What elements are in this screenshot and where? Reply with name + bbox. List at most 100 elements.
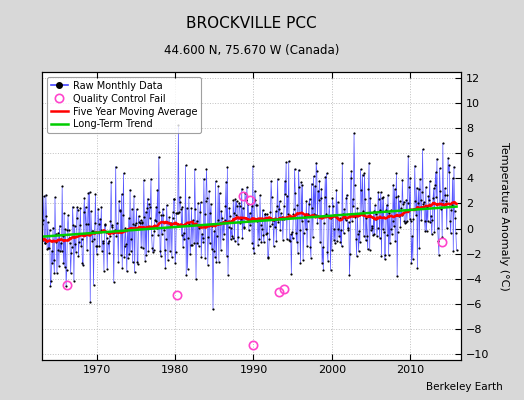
Point [125,251,134,258]
Point [366,195,375,201]
Point [79,262,88,268]
Point [152,204,160,210]
Point [247,203,256,209]
Point [315,177,324,184]
Point [260,211,269,217]
Legend: Raw Monthly Data, Quality Control Fail, Five Year Moving Average, Long-Term Tren: Raw Monthly Data, Quality Control Fail, … [47,77,201,133]
Point [417,197,425,204]
Point [147,232,156,238]
Point [101,222,110,228]
Point [96,227,105,233]
Point [156,248,165,254]
Point [279,236,287,243]
Point [383,232,391,239]
Point [152,225,161,231]
Point [72,215,81,221]
Point [234,241,242,248]
Point [440,202,449,208]
Point [426,219,434,225]
Point [77,205,85,212]
Point [80,209,88,216]
Point [253,218,261,224]
Point [445,162,454,168]
Point [431,182,439,188]
Point [127,236,136,242]
Point [75,239,83,245]
Point [116,207,125,213]
Point [48,259,57,266]
Point [92,243,100,250]
Point [397,205,405,212]
Point [261,211,269,217]
Point [165,214,173,220]
Point [177,206,185,213]
Point [365,160,373,166]
Point [65,234,73,241]
Point [77,243,85,250]
Point [211,178,220,184]
Point [73,204,81,210]
Point [72,249,80,255]
Point [261,230,270,237]
Point [403,218,411,224]
Point [171,248,180,255]
Point [57,240,65,246]
Point [386,225,395,232]
Point [147,176,155,182]
Point [276,227,285,233]
Point [95,243,104,250]
Point [173,210,181,216]
Point [271,208,280,214]
Point [250,188,259,194]
Text: Berkeley Earth: Berkeley Earth [427,382,503,392]
Point [409,216,418,222]
Point [144,195,152,202]
Point [402,197,410,203]
Point [89,227,97,234]
Point [430,229,439,236]
Point [146,204,155,210]
Point [271,224,279,230]
Point [399,198,408,205]
Point [135,218,144,225]
Point [196,199,205,206]
Point [129,221,137,227]
Point [148,245,157,252]
Point [93,243,102,249]
Point [414,186,423,192]
Point [353,205,362,212]
Point [187,205,195,211]
Point [115,208,124,214]
Point [86,208,95,215]
Point [96,216,104,222]
Point [158,231,166,237]
Point [125,215,133,221]
Point [327,215,335,221]
Point [258,226,266,232]
Point [124,255,132,262]
Point [420,199,428,206]
Point [278,214,287,220]
Point [378,226,387,232]
Point [284,211,292,217]
Point [123,268,131,274]
Point [67,250,75,257]
Point [444,168,453,175]
Point [449,248,457,254]
Point [332,187,341,194]
Point [282,159,290,166]
Point [110,279,118,285]
Point [277,210,285,217]
Point [197,254,205,260]
Point [379,194,388,200]
Point [78,236,86,242]
Point [216,220,224,227]
Point [71,241,80,248]
Point [205,188,213,194]
Point [307,254,315,261]
Point [195,225,203,232]
Point [270,217,279,224]
Point [309,234,317,240]
Point [159,212,168,219]
Point [444,154,452,161]
